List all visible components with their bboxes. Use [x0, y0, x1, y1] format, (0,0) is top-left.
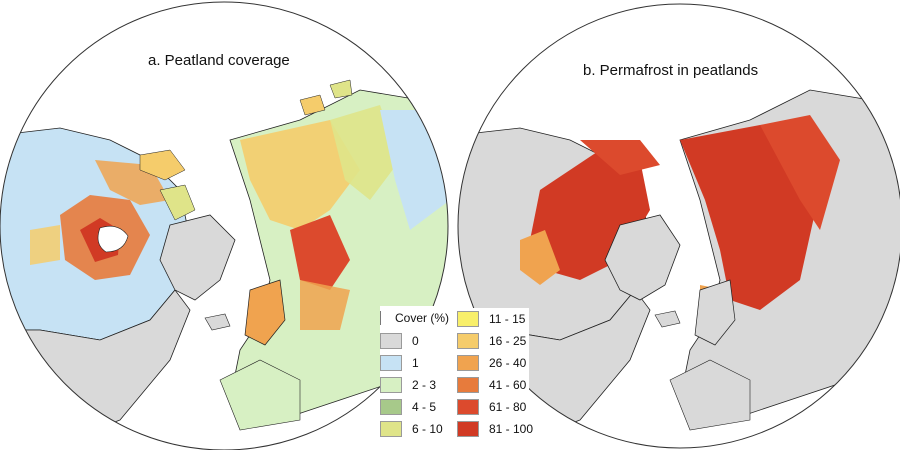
legend-label: 1 [412, 356, 419, 370]
legend-swatch [380, 333, 402, 349]
map-panel-permafrost [458, 4, 900, 448]
legend-swatch [457, 311, 479, 327]
legend-swatch [457, 421, 479, 437]
legend-item: 81 - 100 [457, 418, 533, 440]
legend-swatch [457, 355, 479, 371]
legend-item: 16 - 25 [457, 330, 529, 352]
legend-label: 6 - 10 [412, 422, 443, 436]
legend-tick [380, 311, 391, 325]
panel-b-title: b. Permafrost in peatlands [583, 62, 759, 79]
legend-title: Cover (%) [395, 311, 450, 325]
legend-swatch [380, 377, 402, 393]
legend-label: 2 - 3 [412, 378, 437, 392]
legend-label: 0 [412, 334, 419, 348]
legend-item: 61 - 80 [457, 396, 529, 418]
legend-swatch [380, 399, 402, 415]
legend-label: 41 - 60 [489, 378, 527, 392]
legend-item: 26 - 40 [457, 352, 529, 374]
legend-label: 4 - 5 [412, 400, 437, 414]
legend-column-right: 11 - 15 16 - 25 26 - 40 41 - 60 61 - 80 … [457, 308, 533, 440]
legend-label: 81 - 100 [489, 422, 534, 436]
legend-label: 61 - 80 [489, 400, 527, 414]
legend-swatch [457, 377, 479, 393]
legend-swatch [380, 355, 402, 371]
legend-column-left: Cover (%) 0 1 2 - 3 4 - 5 6 - 10 [380, 306, 452, 440]
legend-label: 26 - 40 [489, 356, 527, 370]
legend-item: 11 - 15 [457, 308, 529, 330]
legend-label: 16 - 25 [489, 334, 527, 348]
legend-item: 6 - 10 [380, 418, 452, 440]
panel-a-title: a. Peatland coverage [148, 52, 290, 69]
legend-item: 4 - 5 [380, 396, 452, 418]
legend-item: 1 [380, 352, 452, 374]
legend-item: 0 [380, 330, 452, 352]
legend-label: 11 - 15 [489, 312, 526, 326]
legend-swatch [457, 333, 479, 349]
legend-swatch [380, 421, 402, 437]
legend-item: 41 - 60 [457, 374, 529, 396]
greenland [159, 214, 236, 301]
scandinavia [244, 279, 286, 346]
legend-swatch [457, 399, 479, 415]
legend-heading: Cover (%) [380, 306, 452, 330]
hudson-bay [97, 225, 129, 253]
legend-item: 2 - 3 [380, 374, 452, 396]
